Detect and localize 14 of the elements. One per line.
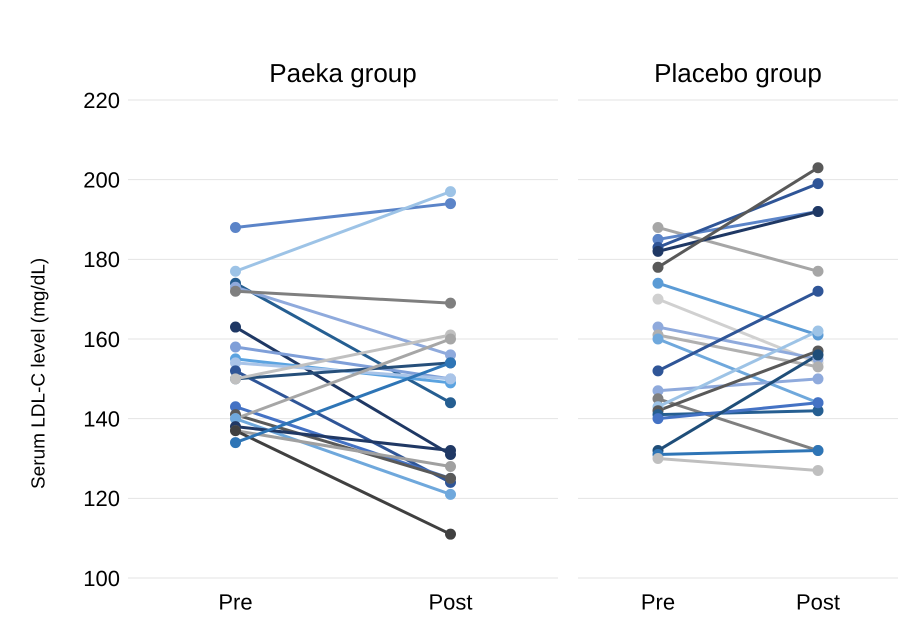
chart-title: Paeka group — [268, 58, 418, 89]
y-tick-label: 160 — [83, 326, 120, 352]
y-tick-label: 100 — [83, 566, 120, 591]
y-tick-label: 180 — [83, 247, 120, 272]
x-tick-label: Pre — [640, 590, 676, 615]
y-tick-label: 120 — [83, 486, 120, 512]
chart-title: Placebo group — [653, 58, 823, 89]
x-tick-label: Post — [428, 590, 473, 615]
y-tick-label: 200 — [83, 167, 120, 192]
y-tick-label: 140 — [83, 406, 120, 432]
x-tick-label: Pre — [218, 590, 253, 615]
y-tick-label: 220 — [83, 88, 120, 113]
x-tick-label: Post — [796, 590, 840, 615]
y-axis-title: Serum LDL-C level (mg/dL) — [28, 258, 50, 489]
